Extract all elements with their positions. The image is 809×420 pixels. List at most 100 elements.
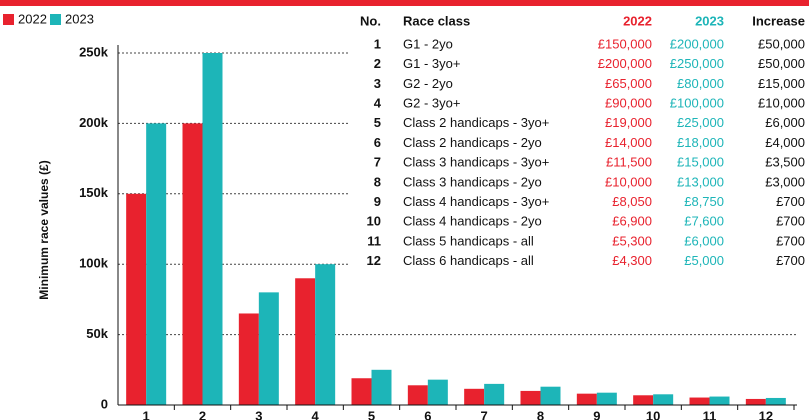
table-background <box>350 10 809 292</box>
table-cell: £7,600 <box>684 214 724 229</box>
top-strip <box>0 0 809 6</box>
table-cell: 3 <box>374 76 381 91</box>
bar <box>258 292 279 405</box>
bar <box>765 397 786 405</box>
bar <box>315 264 336 405</box>
table-cell: £50,000 <box>758 36 805 51</box>
legend-swatch <box>50 14 61 25</box>
x-tick-label: 4 <box>312 408 320 420</box>
table-cell: £5,000 <box>684 253 724 268</box>
table-cell: 11 <box>367 233 381 248</box>
table-cell: 4 <box>374 96 382 111</box>
bar <box>351 378 372 405</box>
table-cell: £6,000 <box>765 115 805 130</box>
bar <box>520 390 541 405</box>
table-cell: 2 <box>374 56 381 71</box>
bar <box>576 393 597 405</box>
table-cell: G1 - 2yo <box>403 36 453 51</box>
table-cell: Class 3 handicaps - 3yo+ <box>403 155 549 170</box>
table-cell: £11,500 <box>606 155 652 170</box>
bar <box>540 386 561 405</box>
table-cell: £4,300 <box>612 253 652 268</box>
bar <box>146 123 167 406</box>
bar <box>745 398 766 405</box>
bar <box>182 123 203 406</box>
table-cell: Class 4 handicaps - 3yo+ <box>403 194 549 209</box>
table-cell: £90,000 <box>605 96 652 111</box>
table-cell: Class 6 handicaps - all <box>403 253 534 268</box>
x-tick-label: 10 <box>646 408 660 420</box>
y-tick-label: 50k <box>86 326 108 341</box>
table-cell: £700 <box>776 194 805 209</box>
bar <box>689 397 710 405</box>
bar <box>709 396 730 405</box>
bar <box>295 278 316 405</box>
table-cell: 6 <box>374 135 381 150</box>
x-tick-label: 11 <box>703 408 717 420</box>
y-tick-label: 100k <box>79 256 109 271</box>
table-cell: £6,900 <box>612 214 652 229</box>
table-cell: £700 <box>776 253 805 268</box>
table-cell: Class 3 handicaps - 2yo <box>403 174 542 189</box>
table-cell: £25,000 <box>677 115 724 130</box>
table-cell: G2 - 3yo+ <box>403 96 460 111</box>
table-cell: £50,000 <box>758 56 805 71</box>
bar <box>238 313 259 405</box>
table-cell: Class 4 handicaps - 2yo <box>403 214 542 229</box>
table-cell: 10 <box>367 214 381 229</box>
table-cell: £5,300 <box>612 233 652 248</box>
table-cell: £8,750 <box>684 194 724 209</box>
table-cell: £4,000 <box>765 135 805 150</box>
table-cell: 5 <box>374 115 381 130</box>
x-tick-label: 9 <box>593 408 600 420</box>
bar <box>371 369 392 405</box>
table-cell: £3,000 <box>765 174 805 189</box>
bar <box>653 394 674 405</box>
table-cell: Class 2 handicaps - 2yo <box>403 135 542 150</box>
legend-swatch <box>3 14 14 25</box>
table-cell: £80,000 <box>677 76 724 91</box>
table-cell: £250,000 <box>670 56 724 71</box>
table-header: 2023 <box>695 13 724 28</box>
bar <box>633 395 654 405</box>
table-cell: £150,000 <box>598 36 652 51</box>
table-cell: G2 - 2yo <box>403 76 453 91</box>
x-tick-label: 12 <box>759 408 773 420</box>
x-tick-label: 2 <box>199 408 206 420</box>
table-cell: Class 5 handicaps - all <box>403 233 534 248</box>
table-cell: £3,500 <box>765 155 805 170</box>
x-tick-label: 7 <box>481 408 488 420</box>
x-tick-label: 3 <box>255 408 262 420</box>
x-tick-label: 5 <box>368 408 375 420</box>
table-cell: £13,000 <box>677 174 724 189</box>
table-header: 2022 <box>623 13 652 28</box>
bar <box>202 53 223 405</box>
table-cell: £200,000 <box>598 56 652 71</box>
legend-label: 2022 <box>18 11 47 26</box>
legend-label: 2023 <box>65 11 94 26</box>
y-axis-label: Minimum race values (£) <box>37 160 51 299</box>
table-header: Race class <box>403 13 470 28</box>
table-cell: 1 <box>374 36 381 51</box>
table-cell: £200,000 <box>670 36 724 51</box>
table-cell: £10,000 <box>605 174 652 189</box>
table-cell: £8,050 <box>612 194 652 209</box>
table-cell: £14,000 <box>605 135 652 150</box>
table-cell: £19,000 <box>605 115 652 130</box>
table-cell: £65,000 <box>605 76 652 91</box>
bar <box>407 385 428 405</box>
table-cell: 7 <box>374 155 381 170</box>
y-tick-label: 250k <box>79 44 109 59</box>
table-cell: £10,000 <box>758 96 805 111</box>
table-cell: £100,000 <box>670 96 724 111</box>
table-cell: £15,000 <box>758 76 805 91</box>
bar <box>484 383 505 405</box>
table-cell: £700 <box>776 214 805 229</box>
bar <box>464 388 485 405</box>
table-header: Increase <box>752 13 805 28</box>
table-cell: 12 <box>367 253 381 268</box>
table-cell: Class 2 handicaps - 3yo+ <box>403 115 549 130</box>
bar <box>427 379 448 405</box>
table-cell: G1 - 3yo+ <box>403 56 460 71</box>
